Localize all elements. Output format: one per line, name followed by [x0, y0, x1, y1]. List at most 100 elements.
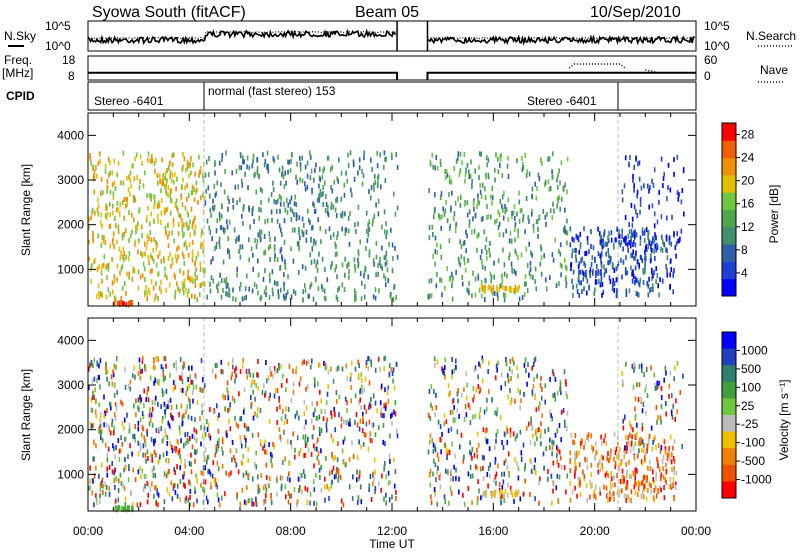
range-gate-cell — [232, 287, 234, 293]
range-gate-cell — [138, 185, 141, 190]
range-gate-cell — [98, 428, 100, 434]
range-gate-cell — [284, 414, 287, 420]
range-gate-cell — [166, 167, 168, 173]
range-gate-cell — [486, 215, 488, 220]
range-gate-cell — [316, 401, 318, 407]
range-gate-cell — [268, 396, 271, 402]
range-gate-cell — [603, 438, 605, 444]
range-gate-cell — [344, 396, 347, 402]
range-gate-cell — [649, 466, 652, 472]
range-gate-cell — [199, 261, 202, 267]
range-gate-cell — [635, 250, 637, 256]
range-gate-cell — [488, 446, 491, 452]
range-gate-cell — [146, 449, 149, 455]
range-gate-cell — [235, 462, 238, 468]
range-gate-cell — [305, 386, 307, 392]
range-gate-cell — [189, 232, 192, 238]
range-gate-cell — [538, 427, 540, 433]
range-gate-cell — [433, 389, 435, 394]
range-gate-cell — [621, 475, 624, 481]
range-gate-cell — [451, 357, 453, 362]
range-gate-cell — [315, 473, 317, 478]
range-gate-cell — [194, 224, 197, 230]
range-gate-cell — [170, 263, 172, 269]
range-gate-cell — [643, 183, 645, 189]
range-gate-cell — [257, 232, 260, 238]
range-gate-cell — [638, 292, 640, 298]
range-gate-cell — [159, 250, 161, 256]
range-gate-cell — [428, 278, 431, 284]
range-gate-cell — [641, 439, 644, 445]
range-gate-cell — [97, 211, 100, 217]
range-gate-cell — [158, 381, 160, 386]
range-gate-cell — [432, 164, 434, 170]
range-gate-cell — [656, 380, 658, 386]
range-gate-cell — [502, 285, 504, 290]
range-gate-cell — [672, 403, 674, 409]
range-gate-cell — [508, 255, 510, 261]
range-gate-cell — [183, 482, 185, 488]
range-gate-cell — [226, 432, 228, 438]
range-gate-cell — [284, 170, 286, 176]
range-gate-cell — [174, 470, 176, 475]
range-gate-cell — [494, 410, 496, 416]
range-gate-cell — [653, 270, 655, 276]
range-gate-cell — [155, 157, 157, 163]
range-gate-cell — [630, 498, 632, 504]
range-gate-cell — [507, 394, 509, 400]
colorbar-swatch — [722, 261, 736, 280]
range-gate-cell — [559, 386, 561, 392]
range-gate-cell — [101, 292, 104, 298]
range-gate-cell — [250, 246, 253, 252]
range-gate-cell — [251, 211, 254, 217]
range-gate-cell — [545, 221, 547, 227]
range-gate-cell — [276, 477, 278, 483]
range-gate-cell — [658, 189, 660, 195]
range-gate-cell — [557, 462, 560, 468]
range-gate-cell — [485, 155, 488, 161]
range-gate-cell — [672, 289, 674, 295]
range-gate-cell — [160, 210, 163, 216]
range-gate-cell — [162, 436, 165, 442]
range-gate-cell — [638, 160, 641, 166]
range-gate-cell — [269, 476, 271, 481]
range-gate-cell — [390, 367, 393, 373]
range-gate-cell — [353, 257, 356, 263]
range-gate-cell — [246, 426, 248, 432]
range-gate-cell — [224, 227, 226, 233]
range-gate-cell — [464, 172, 467, 178]
range-gate-cell — [346, 375, 349, 381]
range-gate-cell — [608, 458, 610, 464]
range-gate-cell — [481, 264, 484, 270]
range-gate-cell — [151, 481, 153, 487]
range-gate-cell — [465, 412, 468, 418]
range-gate-cell — [619, 447, 621, 452]
range-gate-cell — [244, 286, 247, 292]
range-gate-cell — [142, 252, 144, 257]
range-gate-cell — [642, 401, 645, 407]
range-gate-cell — [479, 407, 482, 413]
range-gate-cell — [590, 244, 592, 249]
range-gate-cell — [605, 268, 608, 274]
range-gate-cell — [239, 286, 241, 292]
range-gate-cell — [309, 500, 311, 506]
range-gate-cell — [484, 297, 486, 303]
range-gate-cell — [514, 226, 516, 232]
range-gate-cell — [625, 240, 627, 246]
range-gate-cell — [428, 388, 431, 394]
range-gate-cell — [539, 401, 541, 407]
range-gate-cell — [128, 210, 130, 216]
range-gate-cell — [534, 356, 537, 362]
range-gate-cell — [236, 236, 238, 242]
range-gate-cell — [483, 490, 485, 496]
range-gate-cell — [162, 452, 165, 458]
range-gate-cell — [104, 481, 106, 487]
range-gate-cell — [245, 437, 247, 443]
range-gate-cell — [467, 258, 469, 264]
range-gate-cell — [157, 459, 159, 465]
range-gate-cell — [198, 292, 201, 297]
range-gate-cell — [574, 433, 577, 438]
range-gate-cell — [144, 364, 146, 370]
range-gate-cell — [158, 426, 160, 432]
range-gate-cell — [246, 164, 248, 170]
